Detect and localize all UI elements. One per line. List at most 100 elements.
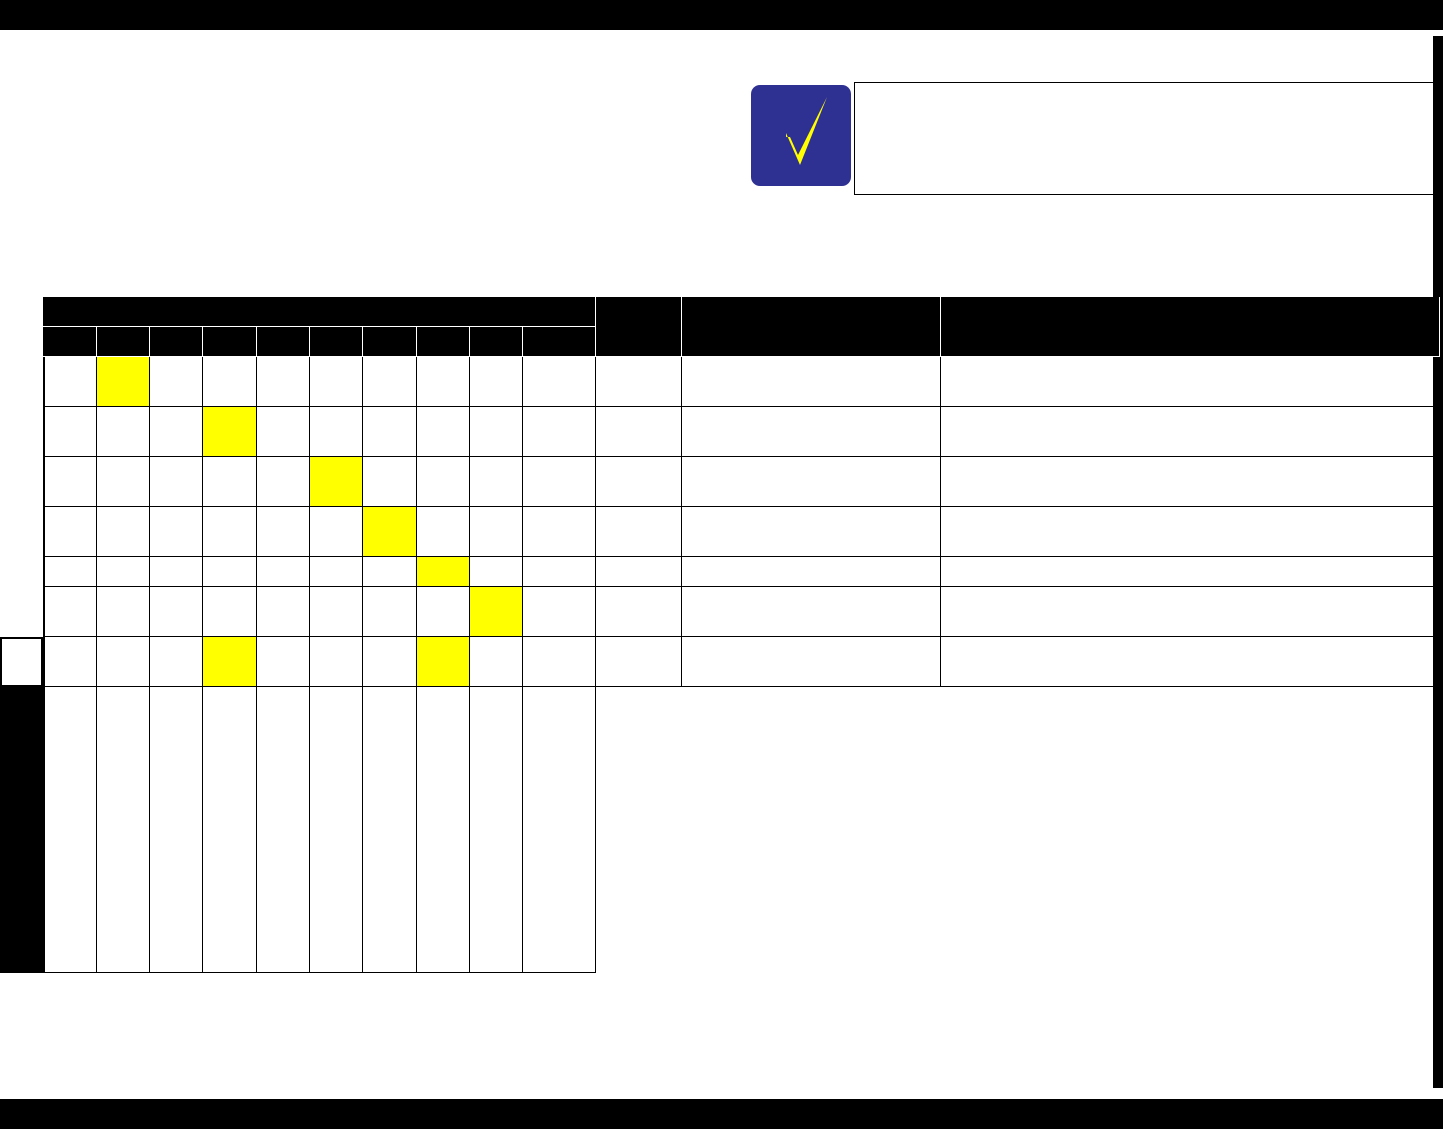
table-cell [43, 637, 97, 687]
table-cell [470, 637, 523, 687]
table-cell [523, 557, 596, 587]
table-cell [97, 457, 150, 507]
table-cell [150, 507, 203, 557]
column-header [941, 297, 1440, 357]
table-cell [523, 407, 596, 457]
table-cell [43, 587, 97, 637]
column-header [203, 327, 257, 357]
table-cell [257, 557, 310, 587]
table-cell [257, 407, 310, 457]
column-header [97, 327, 150, 357]
table-cell [363, 457, 417, 507]
table-cell [470, 507, 523, 557]
table-cell [43, 407, 97, 457]
table-cell [682, 637, 941, 687]
table-cell [363, 687, 417, 973]
table-cell [941, 637, 1440, 687]
table-cell [150, 637, 203, 687]
table-cell [150, 357, 203, 407]
table-cell [310, 557, 363, 587]
highlighted-cell [417, 557, 470, 587]
table-cell [417, 587, 470, 637]
table-cell [150, 407, 203, 457]
table-cell [150, 687, 203, 973]
table-cell [310, 507, 363, 557]
table-cell [150, 457, 203, 507]
table-cell [257, 357, 310, 407]
table-cell [150, 557, 203, 587]
table-cell [596, 357, 682, 407]
table-cell [596, 557, 682, 587]
column-header [596, 297, 682, 357]
page-footer-bar [0, 1099, 1443, 1129]
column-header [682, 297, 941, 357]
table-cell [363, 587, 417, 637]
highlighted-cell [97, 357, 150, 407]
table-cell [470, 557, 523, 587]
table-cell [203, 457, 257, 507]
table-cell [417, 457, 470, 507]
column-header [310, 327, 363, 357]
table-cell [97, 687, 150, 973]
table-cell [310, 687, 363, 973]
table-cell [417, 687, 470, 973]
table-cell [470, 407, 523, 457]
table-cell [97, 507, 150, 557]
table-cell [363, 407, 417, 457]
table-cell [310, 357, 363, 407]
side-tab-strip [1433, 36, 1443, 1088]
side-label-block [0, 687, 44, 973]
table-cell [523, 357, 596, 407]
table-cell [257, 507, 310, 557]
table-cell [97, 587, 150, 637]
table-cell [203, 587, 257, 637]
highlighted-cell [203, 407, 257, 457]
table-cell [682, 407, 941, 457]
table-cell [363, 557, 417, 587]
table-cell [523, 587, 596, 637]
table-cell [310, 407, 363, 457]
table-cell [43, 357, 97, 407]
table-cell [417, 407, 470, 457]
column-header [523, 327, 596, 357]
highlighted-cell [417, 637, 470, 687]
table-cell [203, 507, 257, 557]
highlighted-cell [470, 587, 523, 637]
table-cell [596, 507, 682, 557]
group-header [43, 297, 596, 327]
table-cell [257, 587, 310, 637]
table-cell [941, 507, 1440, 557]
page-header-bar [0, 0, 1443, 30]
table-cell [523, 457, 596, 507]
table-cell [941, 357, 1440, 407]
table-cell [257, 637, 310, 687]
table-cell [596, 587, 682, 637]
table-cell [43, 557, 97, 587]
column-header [417, 327, 470, 357]
table-cell [43, 687, 97, 973]
table-cell [941, 557, 1440, 587]
table-cell [363, 357, 417, 407]
note-box [854, 82, 1443, 195]
table-cell [97, 407, 150, 457]
table-cell [682, 587, 941, 637]
column-header [257, 327, 310, 357]
column-header [43, 327, 97, 357]
table-cell [417, 507, 470, 557]
table-cell [596, 457, 682, 507]
table-cell [257, 687, 310, 973]
table-cell [310, 587, 363, 637]
table-cell [203, 357, 257, 407]
column-header [470, 327, 523, 357]
table-cell [470, 357, 523, 407]
table-border [43, 357, 45, 973]
table-cell [470, 687, 523, 973]
column-header [363, 327, 417, 357]
table-cell [43, 457, 97, 507]
table-cell [523, 687, 596, 973]
table-cell [310, 637, 363, 687]
table-cell [470, 457, 523, 507]
table-cell [596, 407, 682, 457]
table-cell [203, 687, 257, 973]
table-cell [257, 457, 310, 507]
